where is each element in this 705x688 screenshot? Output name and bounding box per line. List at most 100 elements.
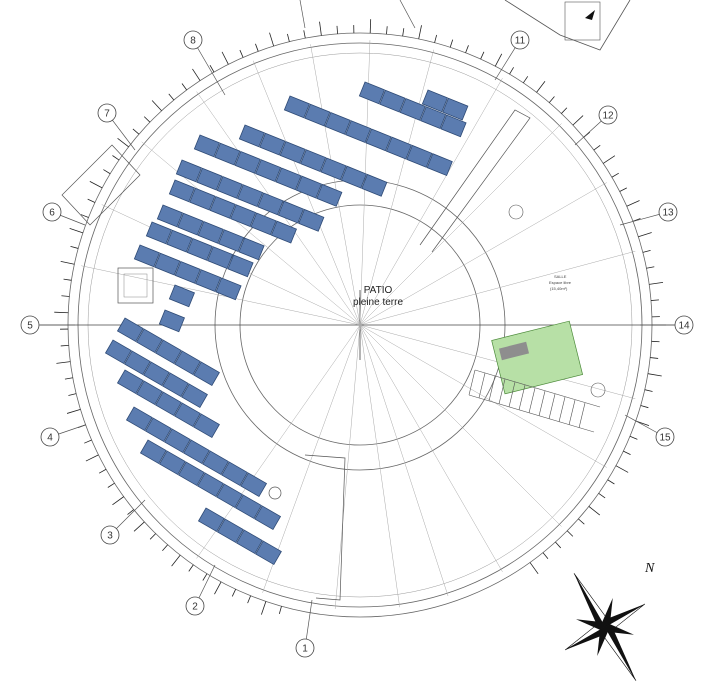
axis-bubble-label: 8 xyxy=(190,36,196,47)
wall-mark xyxy=(542,552,549,560)
wall-mark xyxy=(644,389,653,392)
solar-panel xyxy=(139,439,167,465)
wall-mark xyxy=(61,295,70,297)
compass-rose-icon xyxy=(564,573,646,681)
solar-panel xyxy=(155,391,182,417)
wall-mark xyxy=(287,33,290,42)
solar-panel xyxy=(316,183,343,207)
panel-row xyxy=(133,244,242,301)
wall-mark xyxy=(143,116,151,123)
room-label-2: Espace libre xyxy=(549,280,572,285)
wall-mark xyxy=(561,107,568,114)
top-right-building xyxy=(504,0,631,51)
panel-row xyxy=(156,204,265,261)
solar-panel xyxy=(238,124,265,148)
solar-panel xyxy=(155,339,182,365)
wall-mark xyxy=(202,573,208,581)
wall-mark xyxy=(80,214,89,218)
panel-row xyxy=(238,124,388,197)
left-box xyxy=(117,267,154,304)
wall-mark xyxy=(149,533,156,540)
wall-mark xyxy=(529,562,539,575)
radial-line xyxy=(262,324,361,593)
wall-mark xyxy=(168,93,175,101)
axis-bubble xyxy=(674,315,694,335)
axis-bubble-label: 6 xyxy=(49,208,55,219)
wall-mark xyxy=(629,435,638,440)
solar-panel xyxy=(175,159,202,183)
axis-bubble xyxy=(510,30,530,50)
solar-panel xyxy=(145,221,172,245)
solar-panel xyxy=(197,220,224,244)
stair-step xyxy=(478,372,486,399)
wall-mark xyxy=(278,606,282,615)
solar-panel xyxy=(168,179,195,203)
axis-bubble xyxy=(183,30,203,50)
axis-bubble xyxy=(598,105,618,125)
solar-panel xyxy=(218,229,245,253)
panel-row xyxy=(158,309,185,333)
panel-row xyxy=(421,89,469,121)
wall-mark xyxy=(626,200,640,207)
solar-panel xyxy=(298,208,325,232)
solar-panel xyxy=(442,97,469,121)
wall-mark xyxy=(607,479,615,485)
wall-mark xyxy=(133,521,145,532)
solar-panel xyxy=(345,120,372,144)
wall-mark xyxy=(231,589,237,597)
wall-mark xyxy=(269,32,275,47)
axis-bubble-label: 15 xyxy=(659,433,671,444)
wall-mark xyxy=(548,96,555,103)
panel-row xyxy=(145,221,254,278)
axis-bubble-label: 12 xyxy=(602,111,614,122)
solar-panel xyxy=(283,95,310,119)
solar-panel xyxy=(158,309,185,333)
solar-panel xyxy=(275,167,302,191)
solar-panel xyxy=(270,220,297,244)
stair-step xyxy=(488,375,496,402)
solar-panel xyxy=(440,114,467,138)
right-room: SALLE Espace libre (15,40m²) xyxy=(61,0,631,601)
radial-line xyxy=(359,49,435,326)
solar-panel xyxy=(365,128,392,152)
solar-panel xyxy=(215,277,242,301)
solar-panel xyxy=(202,450,229,476)
radial-line xyxy=(359,324,607,468)
axis-bubble-label: 13 xyxy=(662,208,674,219)
wall-mark xyxy=(132,128,140,135)
wall-mark xyxy=(402,28,405,37)
wall-mark xyxy=(536,81,546,93)
solar-panel xyxy=(193,413,220,439)
axis-bubble xyxy=(295,638,315,658)
wall-mark xyxy=(64,377,73,380)
solar-panel xyxy=(124,350,151,376)
axis-bubble xyxy=(185,596,205,616)
solar-panel xyxy=(189,187,216,211)
wall-mark xyxy=(107,482,115,488)
wall-mark xyxy=(650,357,659,359)
solar-panel xyxy=(235,494,262,520)
wall-mark xyxy=(261,601,267,615)
stair-step xyxy=(538,390,546,417)
wall-mark xyxy=(434,34,438,43)
stair-step xyxy=(498,378,506,405)
wall-mark xyxy=(247,595,251,604)
solar-panel xyxy=(104,339,132,365)
wall-mark xyxy=(112,496,125,506)
upper-wedge-wall xyxy=(419,109,531,253)
solar-panel xyxy=(255,159,282,183)
room-tag xyxy=(590,382,606,398)
wall-mark xyxy=(162,544,168,551)
radial-line xyxy=(359,250,636,326)
wall-mark xyxy=(611,172,619,178)
solar-panel xyxy=(255,540,282,566)
solar-panel xyxy=(358,81,385,105)
radial-line xyxy=(310,44,361,326)
solar-panel xyxy=(193,361,220,387)
solar-panel xyxy=(174,260,201,284)
solar-panel xyxy=(193,134,220,158)
top-right-triangle xyxy=(585,10,595,20)
wall-mark xyxy=(192,68,201,81)
wall-mark xyxy=(209,64,215,73)
wall-mark xyxy=(98,468,107,474)
